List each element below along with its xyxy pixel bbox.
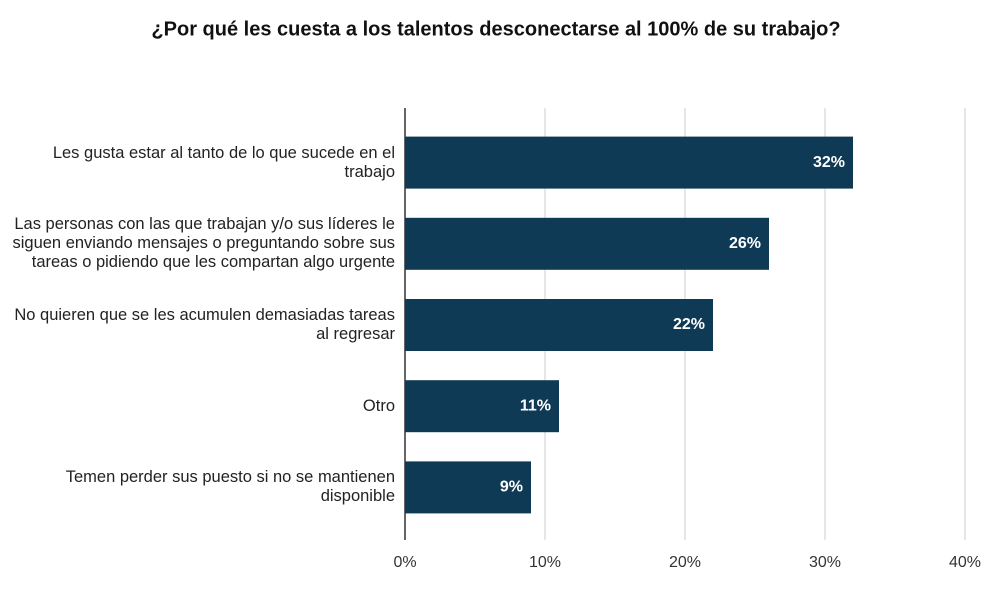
value-label: 9%	[500, 479, 523, 496]
category-label: Otro	[362, 396, 395, 415]
chart-title: ¿Por qué les cuesta a los talentos desco…	[151, 18, 840, 40]
bar	[405, 299, 713, 351]
value-label: 22%	[673, 316, 705, 333]
category-label: No quieren que se les acumulen demasiada…	[14, 305, 395, 343]
bar	[405, 217, 769, 270]
category-label: Las personas con las que trabajan y/o su…	[12, 215, 395, 272]
x-tick-label: 40%	[949, 554, 981, 571]
bar	[405, 461, 531, 514]
x-tick-label: 20%	[669, 554, 701, 571]
x-tick-label: 0%	[393, 554, 416, 571]
x-tick-label: 10%	[529, 554, 561, 571]
value-label: 32%	[813, 154, 845, 171]
x-tick-label: 30%	[809, 554, 841, 571]
category-label: Les gusta estar al tanto de lo que suced…	[52, 143, 395, 181]
bar	[405, 380, 559, 433]
bar	[405, 136, 853, 189]
value-label: 26%	[729, 235, 761, 252]
category-label: Temen perder sus puesto si no se mantien…	[65, 468, 395, 506]
value-label: 11%	[520, 397, 551, 414]
